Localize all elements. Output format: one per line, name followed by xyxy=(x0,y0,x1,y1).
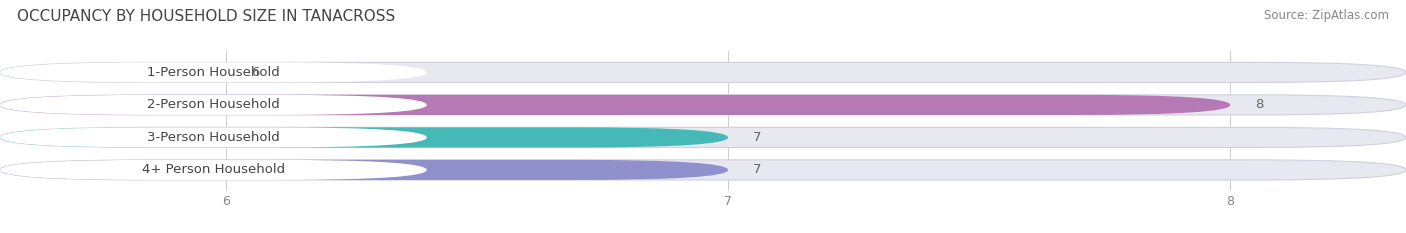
FancyBboxPatch shape xyxy=(0,160,1406,180)
Text: 7: 7 xyxy=(754,163,762,176)
Text: 4+ Person Household: 4+ Person Household xyxy=(142,163,285,176)
FancyBboxPatch shape xyxy=(0,62,226,82)
Text: 6: 6 xyxy=(252,66,260,79)
Text: Source: ZipAtlas.com: Source: ZipAtlas.com xyxy=(1264,9,1389,22)
FancyBboxPatch shape xyxy=(0,160,427,180)
Text: 3-Person Household: 3-Person Household xyxy=(148,131,280,144)
FancyBboxPatch shape xyxy=(0,160,728,180)
FancyBboxPatch shape xyxy=(0,95,1230,115)
Text: 7: 7 xyxy=(754,131,762,144)
Text: 8: 8 xyxy=(1256,98,1264,111)
FancyBboxPatch shape xyxy=(0,62,1406,82)
FancyBboxPatch shape xyxy=(0,127,728,147)
Text: 2-Person Household: 2-Person Household xyxy=(148,98,280,111)
FancyBboxPatch shape xyxy=(0,127,427,147)
FancyBboxPatch shape xyxy=(0,127,1406,147)
FancyBboxPatch shape xyxy=(0,95,1406,115)
FancyBboxPatch shape xyxy=(0,95,427,115)
FancyBboxPatch shape xyxy=(0,62,427,82)
Text: 1-Person Household: 1-Person Household xyxy=(148,66,280,79)
Text: OCCUPANCY BY HOUSEHOLD SIZE IN TANACROSS: OCCUPANCY BY HOUSEHOLD SIZE IN TANACROSS xyxy=(17,9,395,24)
